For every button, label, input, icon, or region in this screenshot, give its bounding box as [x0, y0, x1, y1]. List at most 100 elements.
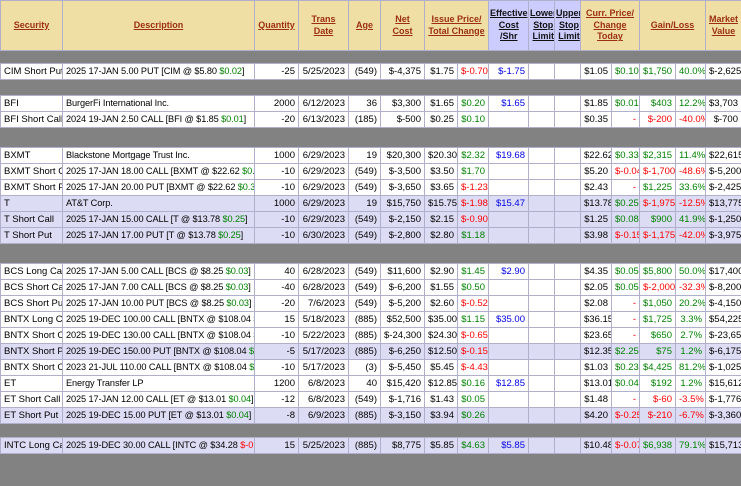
quantity-cell[interactable]: 40: [254, 263, 299, 280]
trans-date-cell[interactable]: 6/29/2023: [298, 211, 349, 228]
trans-date-cell[interactable]: 6/13/2023: [298, 111, 349, 128]
effective-cost-cell[interactable]: $35.00: [488, 311, 529, 328]
gain-loss-pct-cell[interactable]: 81.2%: [674, 359, 707, 376]
gain-loss-pct-cell[interactable]: 12.2%: [674, 95, 707, 112]
issue-price-cell[interactable]: $2.80: [424, 227, 458, 244]
market-value-cell[interactable]: $-3,360: [705, 407, 741, 424]
total-change-cell[interactable]: $-0.15: [457, 343, 489, 360]
description-cell[interactable]: 2025 19-DEC 30.00 CALL [INTC @ $34.28 $-…: [62, 437, 255, 454]
quantity-cell[interactable]: -12: [254, 391, 299, 408]
gain-loss-cell[interactable]: $-1,975: [639, 195, 676, 212]
trans-date-cell[interactable]: 6/29/2023: [298, 179, 349, 196]
change-today-cell[interactable]: $0.05: [611, 279, 640, 296]
change-today-cell[interactable]: $-0.25: [611, 407, 640, 424]
market-value-cell[interactable]: $-8,200: [705, 279, 741, 296]
description-cell[interactable]: 2025 19-DEC 15.00 PUT [ET @ $13.01 $0.04…: [62, 407, 255, 424]
upper-stop-limit-cell[interactable]: [554, 63, 581, 80]
curr-price-cell[interactable]: $10.48: [580, 437, 612, 454]
upper-stop-limit-cell[interactable]: [554, 95, 581, 112]
description-cell[interactable]: 2025 17-JAN 12.00 CALL [ET @ $13.01 $0.0…: [62, 391, 255, 408]
security-cell[interactable]: BCS Short Call: [0, 279, 63, 296]
net-cost-cell[interactable]: $-6,250: [380, 343, 425, 360]
quantity-cell[interactable]: -10: [254, 211, 299, 228]
total-change-cell[interactable]: $-0.70: [457, 63, 489, 80]
curr-price-cell[interactable]: $36.15: [580, 311, 612, 328]
trans-date-cell[interactable]: 5/17/2023: [298, 343, 349, 360]
gain-loss-cell[interactable]: $75: [639, 343, 676, 360]
issue-price-cell[interactable]: $0.25: [424, 111, 458, 128]
issue-price-cell[interactable]: $1.43: [424, 391, 458, 408]
col-header-age[interactable]: Age: [348, 0, 381, 51]
net-cost-cell[interactable]: $-5,450: [380, 359, 425, 376]
market-value-cell[interactable]: $17,400: [705, 263, 741, 280]
security-cell[interactable]: T: [0, 195, 63, 212]
upper-stop-limit-cell[interactable]: [554, 343, 581, 360]
description-cell[interactable]: Blackstone Mortgage Trust Inc.: [62, 147, 255, 164]
upper-stop-limit-cell[interactable]: [554, 279, 581, 296]
lower-stop-limit-cell[interactable]: [528, 211, 555, 228]
age-cell[interactable]: (885): [348, 343, 381, 360]
description-cell[interactable]: 2025 17-JAN 17.00 PUT [T @ $13.78 $0.25]: [62, 227, 255, 244]
col-header-lower-stop-limit[interactable]: Lower Stop Limit: [528, 0, 555, 51]
lower-stop-limit-cell[interactable]: [528, 375, 555, 392]
upper-stop-limit-cell[interactable]: [554, 437, 581, 454]
description-cell[interactable]: 2025 17-JAN 7.00 CALL [BCS @ $8.25 $0.03…: [62, 279, 255, 296]
market-value-cell[interactable]: $15,612: [705, 375, 741, 392]
issue-price-cell[interactable]: $5.85: [424, 437, 458, 454]
col-header-description[interactable]: Description: [62, 0, 255, 51]
market-value-cell[interactable]: $-4,150: [705, 295, 741, 312]
description-cell[interactable]: 2025 19-DEC 130.00 CALL [BNTX @ $108.04 …: [62, 327, 255, 344]
quantity-cell[interactable]: -10: [254, 163, 299, 180]
curr-price-cell[interactable]: $13.78: [580, 195, 612, 212]
age-cell[interactable]: (549): [348, 279, 381, 296]
curr-price-cell[interactable]: $1.03: [580, 359, 612, 376]
change-today-cell[interactable]: $-0.07: [611, 437, 640, 454]
gain-loss-cell[interactable]: $-2,000: [639, 279, 676, 296]
quantity-cell[interactable]: -10: [254, 227, 299, 244]
change-today-cell[interactable]: $0.10: [611, 63, 640, 80]
effective-cost-cell[interactable]: [488, 111, 529, 128]
gain-loss-cell[interactable]: $2,315: [639, 147, 676, 164]
change-today-cell[interactable]: -: [611, 295, 640, 312]
market-value-cell[interactable]: $54,225: [705, 311, 741, 328]
effective-cost-cell[interactable]: $19.68: [488, 147, 529, 164]
gain-loss-pct-cell[interactable]: -42.0%: [674, 227, 707, 244]
gain-loss-pct-cell[interactable]: 33.6%: [674, 179, 707, 196]
curr-price-cell[interactable]: $4.20: [580, 407, 612, 424]
upper-stop-limit-cell[interactable]: [554, 327, 581, 344]
lower-stop-limit-cell[interactable]: [528, 147, 555, 164]
issue-price-cell[interactable]: $3.65: [424, 179, 458, 196]
security-cell[interactable]: T Short Call: [0, 211, 63, 228]
gain-loss-cell[interactable]: $5,800: [639, 263, 676, 280]
trans-date-cell[interactable]: 6/28/2023: [298, 263, 349, 280]
curr-price-cell[interactable]: $3.98: [580, 227, 612, 244]
total-change-cell[interactable]: $-0.90: [457, 211, 489, 228]
gain-loss-cell[interactable]: $1,725: [639, 311, 676, 328]
gain-loss-cell[interactable]: $6,938: [639, 437, 676, 454]
age-cell[interactable]: 40: [348, 375, 381, 392]
age-cell[interactable]: (885): [348, 407, 381, 424]
gain-loss-pct-cell[interactable]: 79.1%: [674, 437, 707, 454]
security-cell[interactable]: BCS Long Call: [0, 263, 63, 280]
curr-price-cell[interactable]: $4.35: [580, 263, 612, 280]
description-cell[interactable]: BurgerFi International Inc.: [62, 95, 255, 112]
security-cell[interactable]: BXMT: [0, 147, 63, 164]
change-today-cell[interactable]: -: [611, 111, 640, 128]
change-today-cell[interactable]: $0.08: [611, 211, 640, 228]
lower-stop-limit-cell[interactable]: [528, 263, 555, 280]
effective-cost-cell[interactable]: $5.85: [488, 437, 529, 454]
lower-stop-limit-cell[interactable]: [528, 163, 555, 180]
total-change-cell[interactable]: $0.05: [457, 391, 489, 408]
change-today-cell[interactable]: -: [611, 327, 640, 344]
gain-loss-pct-cell[interactable]: 41.9%: [674, 211, 707, 228]
quantity-cell[interactable]: -10: [254, 179, 299, 196]
lower-stop-limit-cell[interactable]: [528, 111, 555, 128]
security-cell[interactable]: INTC Long Call: [0, 437, 63, 454]
total-change-cell[interactable]: $1.45: [457, 263, 489, 280]
security-cell[interactable]: ET Short Put: [0, 407, 63, 424]
gain-loss-pct-cell[interactable]: -12.5%: [674, 195, 707, 212]
age-cell[interactable]: (549): [348, 179, 381, 196]
effective-cost-cell[interactable]: [488, 179, 529, 196]
col-header-quantity[interactable]: Quantity: [254, 0, 299, 51]
lower-stop-limit-cell[interactable]: [528, 63, 555, 80]
